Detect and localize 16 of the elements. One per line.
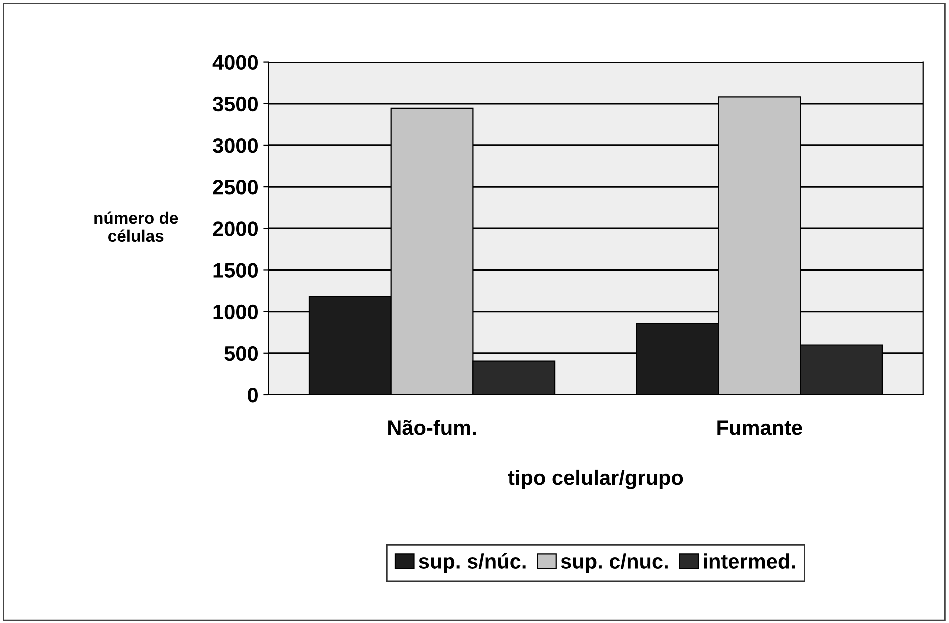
x-axis-title: tipo celular/grupo <box>508 470 684 490</box>
y-tick-label: 2500 <box>213 180 258 195</box>
legend-label: sup. c/nuc. <box>561 554 668 574</box>
y-tick-label: 1000 <box>214 304 258 320</box>
y-tick-label: 3000 <box>212 138 258 154</box>
y-axis-title: número de células <box>94 212 178 242</box>
x-tick-label: Fumante <box>718 420 802 436</box>
y-tick-label: 2000 <box>213 222 258 236</box>
y-tick-label: 0 <box>248 388 258 403</box>
y-tick-label: 4000 <box>212 55 258 70</box>
y-tick-label: 500 <box>224 346 258 362</box>
legend-label: intermed. <box>704 554 796 569</box>
legend-label: sup. s/núc. <box>419 553 526 574</box>
y-tick-label: 1500 <box>214 263 258 278</box>
y-tick-label: 3500 <box>212 96 258 112</box>
x-tick-label: Não-fum. <box>388 420 476 436</box>
